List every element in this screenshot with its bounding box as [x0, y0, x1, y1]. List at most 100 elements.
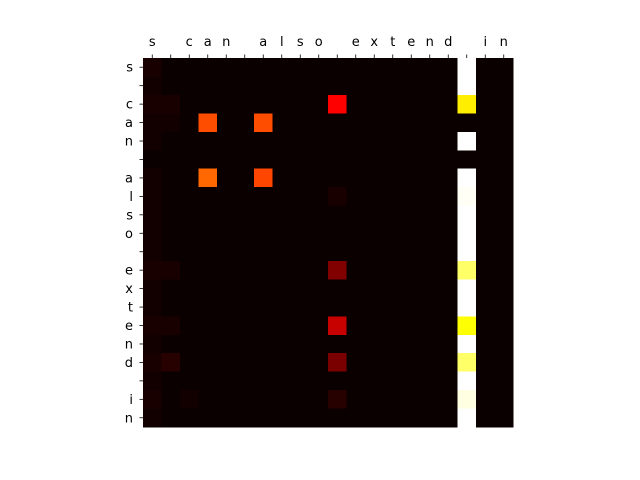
heatmap-cell: [180, 150, 199, 170]
heatmap-cell: [143, 187, 162, 206]
heatmap-cell: [457, 113, 477, 133]
heatmap-cell: [235, 297, 255, 317]
heatmap-cell: [143, 408, 162, 428]
heatmap-cell: [420, 113, 440, 133]
heatmap-cell: [457, 242, 477, 262]
heatmap-cell: [143, 279, 162, 299]
heatmap-cell: [383, 390, 403, 409]
heatmap-cell: [365, 94, 384, 114]
heatmap-cell: [291, 131, 310, 151]
heatmap-cell: [439, 205, 458, 225]
heatmap-cell: [161, 150, 181, 170]
heatmap-cell: [291, 242, 310, 262]
heatmap-cell: [494, 76, 514, 96]
heatmap-cell: [346, 371, 366, 391]
y-tick-label: n: [125, 337, 133, 352]
x-tick-label: d: [444, 35, 452, 50]
heatmap-cell: [180, 390, 199, 409]
heatmap-cell: [420, 187, 440, 206]
heatmap-cell: [365, 353, 384, 372]
heatmap-cell: [457, 150, 477, 170]
heatmap-cell: [180, 113, 199, 133]
heatmap-cell: [291, 353, 310, 372]
heatmap-cell: [328, 260, 347, 280]
heatmap-cell: [161, 353, 181, 372]
heatmap-cell: [235, 316, 255, 336]
heatmap-cell: [291, 316, 310, 336]
heatmap-cell: [198, 297, 218, 317]
heatmap-cell: [291, 187, 310, 206]
heatmap-cell: [217, 168, 236, 188]
heatmap-cell: [346, 242, 366, 262]
heatmap-cell: [161, 224, 181, 243]
heatmap-cell: [476, 408, 495, 428]
heatmap-cell: [272, 297, 292, 317]
heatmap-cell: [402, 353, 421, 372]
heatmap-cell: [439, 353, 458, 372]
x-tick-label: l: [280, 35, 284, 50]
heatmap-cell: [494, 408, 514, 428]
heatmap-cell: [346, 297, 366, 317]
heatmap-cell: [198, 260, 218, 280]
heatmap-cell: [383, 131, 403, 151]
heatmap-cell: [309, 94, 329, 114]
heatmap-cell: [198, 408, 218, 428]
heatmap-cell: [217, 76, 236, 96]
heatmap-cell: [457, 334, 477, 354]
heatmap-cell: [272, 187, 292, 206]
heatmap-cell: [161, 316, 181, 336]
y-tick-label: a: [125, 171, 133, 186]
heatmap-cell: [402, 76, 421, 96]
heatmap-cell: [439, 242, 458, 262]
heatmap-cell: [198, 94, 218, 114]
y-tick-label: e: [125, 264, 133, 279]
heatmap-cell: [235, 408, 255, 428]
heatmap-cell: [143, 113, 162, 133]
heatmap-cell: [346, 150, 366, 170]
heatmap-cell: [217, 279, 236, 299]
heatmap-cell: [272, 408, 292, 428]
heatmap-cell: [346, 58, 366, 77]
heatmap-cell: [439, 113, 458, 133]
x-tick-label: o: [315, 35, 323, 50]
heatmap-cell: [161, 334, 181, 354]
x-tick-label: i: [483, 35, 487, 50]
heatmap-cell: [198, 113, 218, 133]
heatmap-cell: [494, 168, 514, 188]
heatmap-cell: [457, 279, 477, 299]
heatmap-cell: [235, 168, 255, 188]
heatmap-cell: [476, 297, 495, 317]
heatmap-cell: [346, 205, 366, 225]
heatmap-cell: [161, 390, 181, 409]
heatmap-cell: [328, 279, 347, 299]
heatmap-cell: [420, 205, 440, 225]
heatmap-cell: [328, 76, 347, 96]
heatmap-cell: [143, 242, 162, 262]
heatmap-cell: [309, 297, 329, 317]
y-tick-label: o: [125, 227, 133, 242]
heatmap-cell: [346, 334, 366, 354]
heatmap-cell: [365, 260, 384, 280]
heatmap-cell: [420, 76, 440, 96]
heatmap-cell: [457, 187, 477, 206]
heatmap-cell: [383, 58, 403, 77]
heatmap-cell: [217, 297, 236, 317]
heatmap-cell: [420, 94, 440, 114]
heatmap-cell: [309, 131, 329, 151]
heatmap-cell: [272, 260, 292, 280]
heatmap-cell: [309, 187, 329, 206]
heatmap-cell: [383, 224, 403, 243]
heatmap-cell: [217, 390, 236, 409]
heatmap-cell: [420, 224, 440, 243]
heatmap-cell: [161, 113, 181, 133]
heatmap-cell: [143, 260, 162, 280]
heatmap-cell: [161, 168, 181, 188]
heatmap-cell: [457, 205, 477, 225]
heatmap-cell: [309, 242, 329, 262]
heatmap-cell: [402, 168, 421, 188]
heatmap-cell: [420, 297, 440, 317]
heatmap-cell: [365, 168, 384, 188]
heatmap-cell: [309, 316, 329, 336]
heatmap-cell: [476, 371, 495, 391]
heatmap-cell: [309, 353, 329, 372]
